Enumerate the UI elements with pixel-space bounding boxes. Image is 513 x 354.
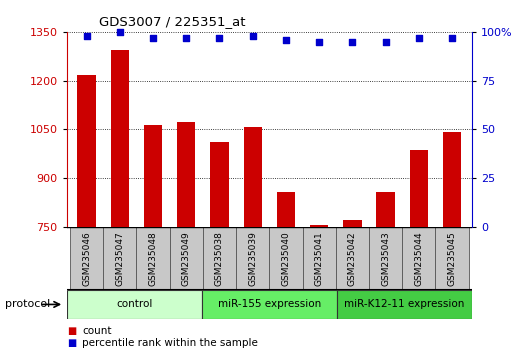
Text: miR-155 expression: miR-155 expression <box>218 299 321 309</box>
Text: ■: ■ <box>67 326 76 336</box>
Text: GSM235042: GSM235042 <box>348 231 357 286</box>
Bar <box>103 227 136 290</box>
Bar <box>277 192 295 227</box>
Text: GSM235043: GSM235043 <box>381 231 390 286</box>
Point <box>215 35 224 41</box>
Text: protocol: protocol <box>5 299 50 309</box>
Text: GSM235047: GSM235047 <box>115 231 124 286</box>
Point <box>149 35 157 41</box>
Bar <box>244 127 262 227</box>
Bar <box>144 125 162 227</box>
Text: GSM235040: GSM235040 <box>282 231 290 286</box>
Bar <box>67 290 202 319</box>
Bar <box>443 132 461 227</box>
Point <box>415 35 423 41</box>
Point <box>249 33 257 39</box>
Bar <box>202 290 337 319</box>
Point <box>83 33 91 39</box>
Bar <box>377 192 394 227</box>
Text: GSM235048: GSM235048 <box>149 231 157 286</box>
Text: GSM235044: GSM235044 <box>415 231 423 286</box>
Text: GDS3007 / 225351_at: GDS3007 / 225351_at <box>99 15 246 28</box>
Bar <box>236 227 269 290</box>
Bar <box>111 50 129 227</box>
Text: GSM235039: GSM235039 <box>248 231 257 286</box>
Text: control: control <box>116 299 152 309</box>
Bar <box>136 227 170 290</box>
Bar <box>410 150 428 227</box>
Text: GSM235046: GSM235046 <box>82 231 91 286</box>
Bar <box>203 227 236 290</box>
Point <box>182 35 190 41</box>
Text: GSM235041: GSM235041 <box>314 231 324 286</box>
Text: GSM235045: GSM235045 <box>447 231 457 286</box>
Bar <box>177 122 195 227</box>
Bar <box>170 227 203 290</box>
Bar <box>343 220 362 227</box>
Bar <box>210 142 229 227</box>
Point <box>315 39 323 45</box>
Text: miR-K12-11 expression: miR-K12-11 expression <box>344 299 465 309</box>
Text: percentile rank within the sample: percentile rank within the sample <box>82 338 258 348</box>
Point <box>116 29 124 35</box>
Point <box>448 35 456 41</box>
Point <box>282 37 290 42</box>
Bar <box>310 225 328 227</box>
Text: ■: ■ <box>67 338 76 348</box>
Point <box>382 39 390 45</box>
Bar <box>402 227 436 290</box>
Bar <box>436 227 469 290</box>
Bar <box>336 227 369 290</box>
Text: count: count <box>82 326 112 336</box>
Bar <box>337 290 472 319</box>
Bar <box>369 227 402 290</box>
Bar <box>77 75 96 227</box>
Text: GSM235038: GSM235038 <box>215 231 224 286</box>
Bar <box>269 227 303 290</box>
Point <box>348 39 357 45</box>
Bar <box>303 227 336 290</box>
Bar <box>70 227 103 290</box>
Text: GSM235049: GSM235049 <box>182 231 191 286</box>
